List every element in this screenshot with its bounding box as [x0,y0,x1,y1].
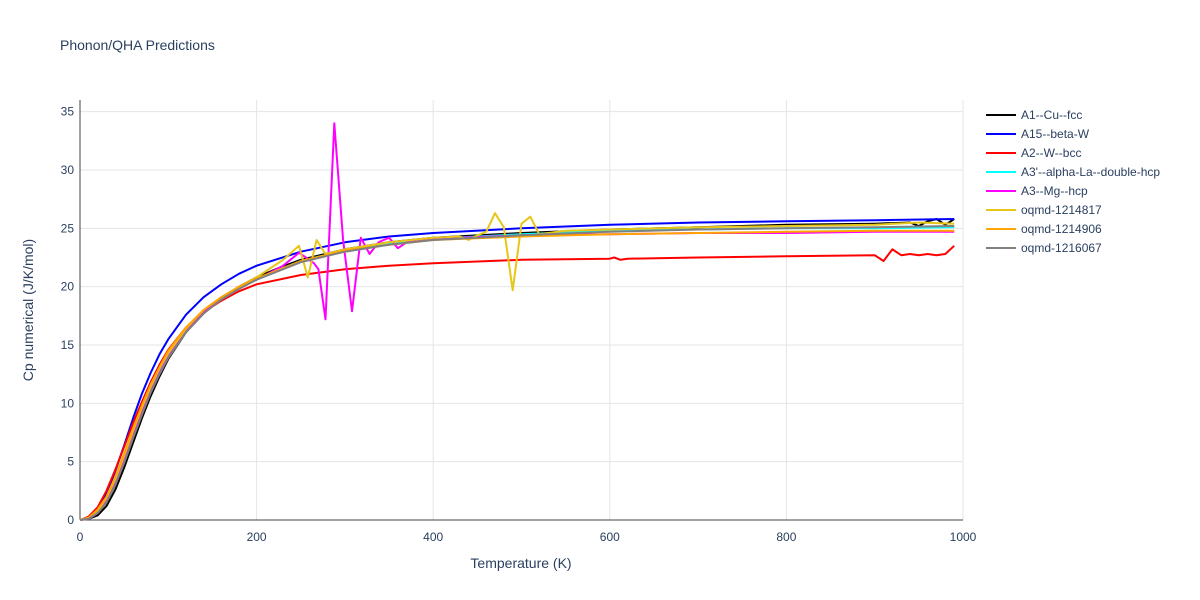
legend-label: A2--W--bcc [1021,146,1081,160]
chart-title: Phonon/QHA Predictions [60,37,215,53]
y-tick-label: 25 [61,221,75,235]
series-line [79,229,955,521]
zero-lines [79,100,963,521]
x-tick-label: 200 [247,530,267,544]
series-line [79,225,955,521]
legend-label: A3--Mg--hcp [1021,184,1088,198]
series-line [79,212,955,521]
grid [80,100,964,520]
y-tick-label: 20 [61,280,75,294]
x-tick-label: 400 [423,530,443,544]
x-tick-label: 600 [600,530,620,544]
legend-label: A3'--alpha-La--double-hcp [1021,165,1160,179]
legend-label: oqmd-1214817 [1021,203,1102,217]
y-tick-label: 30 [61,163,75,177]
y-tick-label: 0 [67,513,74,527]
x-tick-label: 1000 [950,530,977,544]
legend-label: A15--beta-W [1021,127,1090,141]
series-line [79,226,955,521]
y-tick-label: 35 [61,105,75,119]
x-axis-ticks: 0 200 400 600 800 1000 [77,530,977,544]
x-tick-label: 800 [776,530,796,544]
legend-label: A1--Cu--fcc [1021,108,1082,122]
x-axis-title: Temperature (K) [470,555,571,571]
legend-label: oqmd-1214906 [1021,222,1102,236]
y-axis-title: Cp numerical (J/K/mol) [20,239,36,381]
y-axis-ticks: 0 5 10 15 20 25 30 35 [61,105,75,527]
legend: A1--Cu--fcc A15--beta-W A2--W--bcc A3'--alp… [986,108,1160,255]
y-tick-label: 10 [61,396,75,410]
series-line [79,122,955,521]
x-tick-label: 0 [77,530,84,544]
series-layer [79,122,955,521]
y-tick-label: 15 [61,338,75,352]
y-tick-label: 5 [67,455,74,469]
legend-label: oqmd-1216067 [1021,241,1102,255]
series-line [79,245,955,521]
